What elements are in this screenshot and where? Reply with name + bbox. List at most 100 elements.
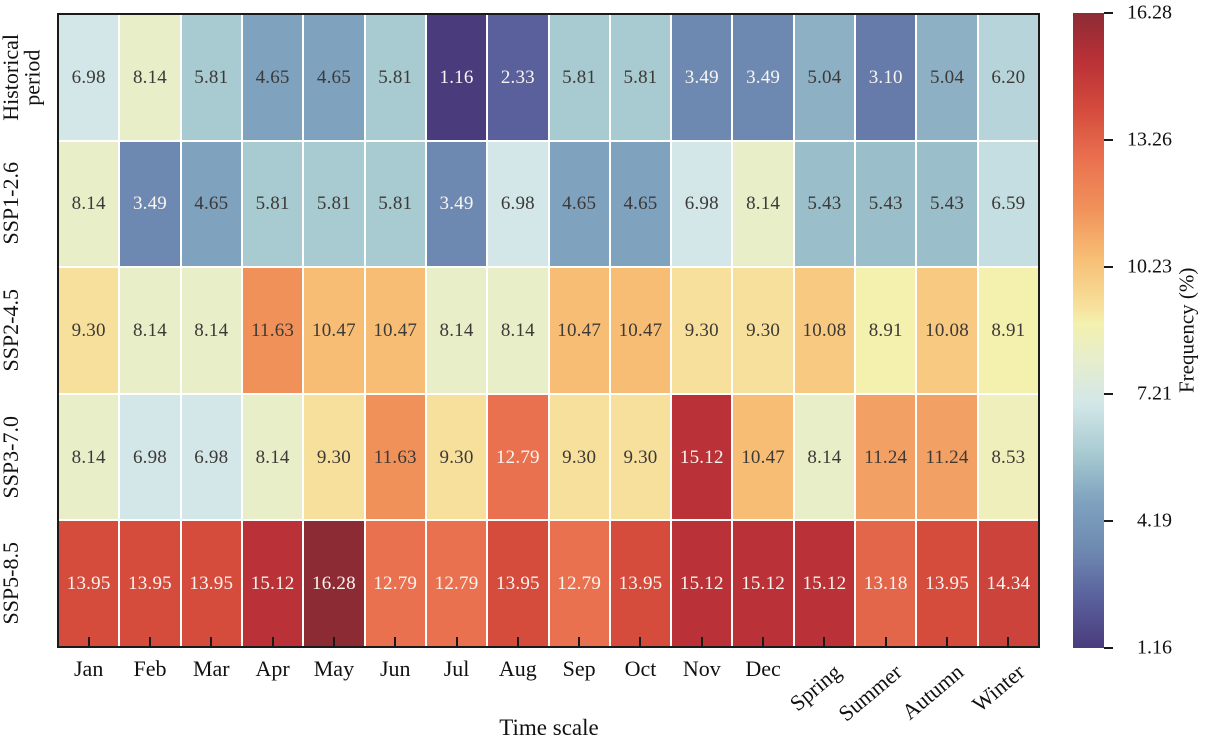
colorbar-tick-mark <box>1104 266 1113 268</box>
heatmap-cell-value: 10.47 <box>557 319 602 341</box>
heatmap-cell: 11.63 <box>242 268 303 393</box>
heatmap-cell: 5.81 <box>304 141 364 267</box>
heatmap-cell-value: 12.79 <box>557 573 602 595</box>
heatmap-cell-value: 9.30 <box>439 446 474 468</box>
heatmap-cell: 8.14 <box>120 268 180 393</box>
heatmap-cell: 8.91 <box>856 268 916 393</box>
heatmap-cell-value: 8.14 <box>132 66 167 88</box>
x-tick-mark <box>516 637 519 646</box>
heatmap-cell-value: 6.98 <box>500 193 535 215</box>
heatmap-cell-value: 3.49 <box>746 66 781 88</box>
heatmap-cell: 15.12 <box>672 521 732 646</box>
heatmap-cell-value: 12.79 <box>434 573 479 595</box>
heatmap-cell-value: 5.04 <box>807 66 842 88</box>
heatmap-cell: 5.81 <box>365 141 425 267</box>
y-tick-label: Historical period <box>0 33 45 121</box>
heatmap-cell-value: 10.47 <box>618 319 663 341</box>
heatmap-cell-value: 15.12 <box>250 573 295 595</box>
heatmap-cell: 12.79 <box>549 521 609 646</box>
heatmap-cell-value: 5.81 <box>623 66 658 88</box>
colorbar-tick-label: 10.23 <box>1127 255 1172 278</box>
heatmap-cell-value: 5.43 <box>807 193 842 215</box>
heatmap-cell-value: 15.12 <box>679 446 724 468</box>
x-tick-label: Nov <box>682 656 721 681</box>
heatmap-cell: 10.47 <box>365 268 425 393</box>
x-tick-label: Summer <box>833 659 907 727</box>
x-tick-mark <box>639 637 642 646</box>
heatmap-cell-value: 5.81 <box>378 193 413 215</box>
heatmap-cell-value: 4.65 <box>194 193 229 215</box>
heatmap-cell-value: 6.59 <box>991 193 1026 215</box>
heatmap-cell-value: 10.47 <box>741 446 785 468</box>
heatmap-cell-value: 8.14 <box>71 193 106 215</box>
heatmap-cell-value: 3.49 <box>132 193 167 215</box>
heatmap-cell-value: 6.20 <box>991 66 1026 88</box>
heatmap-cell: 8.14 <box>488 268 548 393</box>
heatmap-cell-value: 6.98 <box>684 193 719 215</box>
x-tick-label: Oct <box>624 656 657 681</box>
heatmap-cell: 8.14 <box>181 268 241 393</box>
heatmap-cell-value: 15.12 <box>741 573 785 595</box>
heatmap-cell-value: 9.30 <box>71 319 106 341</box>
x-tick-label: Spring <box>784 659 846 716</box>
heatmap-cell-value: 12.79 <box>373 573 418 595</box>
heatmap-cell: 10.47 <box>549 268 609 393</box>
heatmap-cell: 8.14 <box>242 394 303 520</box>
x-tick-mark <box>700 637 703 646</box>
x-tick-label: Jun <box>379 656 411 681</box>
heatmap-cell-value: 9.30 <box>316 446 351 468</box>
heatmap-cell: 13.95 <box>59 521 119 646</box>
heatmap-cell: 10.08 <box>794 268 855 393</box>
heatmap-cell-value: 12.79 <box>495 446 540 468</box>
heatmap-cell-value: 13.18 <box>863 573 908 595</box>
heatmap-cell: 2.33 <box>488 15 548 140</box>
heatmap-cell-value: 3.49 <box>439 193 474 215</box>
heatmap-cell-value: 14.34 <box>986 573 1031 595</box>
heatmap-grid: 6.98 8.14 5.81 4.65 4.65 5.81 1.16 2.33 5.81 5.81… <box>59 15 1038 646</box>
heatmap-cell: 6.98 <box>181 394 241 520</box>
heatmap-cell-value: 6.98 <box>194 446 229 468</box>
x-tick-label: Autumn <box>896 659 969 725</box>
colorbar-tick-label: 4.19 <box>1137 509 1172 532</box>
heatmap-cell: 14.34 <box>978 521 1038 646</box>
x-tick-mark <box>762 637 765 646</box>
heatmap-cell: 13.95 <box>181 521 241 646</box>
colorbar-gradient <box>1073 13 1104 648</box>
y-tick-label: SSP2-4.5 <box>0 289 23 372</box>
heatmap-cell-value: 13.95 <box>66 573 111 595</box>
heatmap-cell-value: 9.30 <box>623 446 658 468</box>
heatmap-cell: 5.81 <box>242 141 303 267</box>
heatmap-cell: 8.14 <box>794 394 855 520</box>
heatmap-cell-value: 5.04 <box>930 66 965 88</box>
heatmap-cell-value: 16.28 <box>312 573 356 595</box>
heatmap-cell: 5.43 <box>917 141 977 267</box>
heatmap-cell-value: 3.49 <box>684 66 719 88</box>
x-tick-mark <box>210 637 213 646</box>
heatmap-cell: 12.79 <box>365 521 425 646</box>
heatmap-cell-value: 13.95 <box>189 573 234 595</box>
heatmap-cell: 5.04 <box>794 15 855 140</box>
heatmap-cell: 3.49 <box>120 141 180 267</box>
heatmap-cell-value: 4.65 <box>316 66 351 88</box>
heatmap-cell: 5.81 <box>549 15 609 140</box>
heatmap-cell: 11.24 <box>917 394 977 520</box>
heatmap-cell-value: 9.30 <box>684 319 719 341</box>
x-tick-label: Jul <box>443 656 470 681</box>
heatmap-cell: 8.14 <box>59 141 119 267</box>
heatmap-cell: 15.12 <box>733 521 793 646</box>
heatmap-cell-value: 4.65 <box>255 66 290 88</box>
heatmap-cell-value: 13.95 <box>128 573 172 595</box>
heatmap-cell-value: 5.81 <box>378 66 413 88</box>
x-tick-label: May <box>313 656 355 681</box>
colorbar-tick-mark <box>1104 647 1113 649</box>
x-tick-mark <box>271 637 274 646</box>
x-axis-title: Time scale <box>499 715 599 740</box>
x-tick-mark <box>884 637 887 646</box>
heatmap-cell: 6.98 <box>120 394 180 520</box>
heatmap-cell-value: 8.91 <box>868 319 903 341</box>
heatmap-cell-value: 10.08 <box>925 319 969 341</box>
colorbar-tick-mark <box>1104 520 1113 522</box>
heatmap-cell: 6.20 <box>978 15 1038 140</box>
x-tick-mark <box>87 637 90 646</box>
heatmap-cell: 10.08 <box>917 268 977 393</box>
